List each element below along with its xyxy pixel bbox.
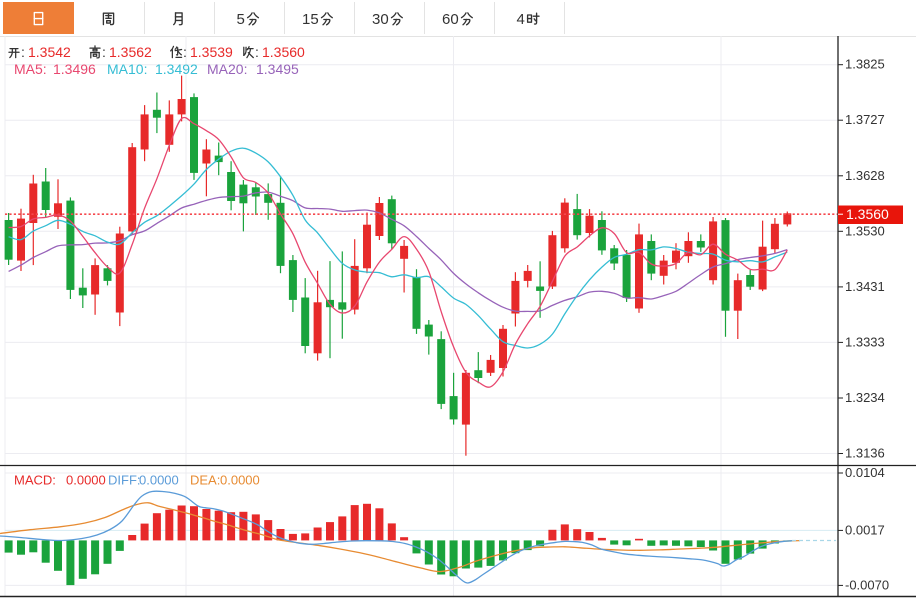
svg-text:0.0000: 0.0000 (139, 473, 179, 488)
svg-text:1.3496: 1.3496 (53, 61, 96, 77)
svg-text:1.3136: 1.3136 (845, 446, 885, 461)
svg-text:15: 15 (302, 11, 319, 28)
svg-text:60: 60 (442, 11, 459, 28)
svg-text::: : (183, 44, 187, 60)
svg-text:30: 30 (372, 11, 389, 28)
svg-text:1.3333: 1.3333 (845, 334, 885, 349)
svg-text:0.0000: 0.0000 (220, 473, 260, 488)
svg-text:0.0000: 0.0000 (66, 473, 106, 488)
svg-text:-0.0070: -0.0070 (845, 577, 889, 592)
svg-text:5: 5 (237, 11, 245, 28)
svg-text:1.3562: 1.3562 (109, 44, 152, 60)
svg-text:1.3825: 1.3825 (845, 57, 885, 72)
svg-text:MA5:: MA5: (14, 61, 47, 77)
svg-text:MACD:: MACD: (14, 473, 56, 488)
svg-text:1.3560: 1.3560 (846, 206, 889, 222)
svg-text:0.0017: 0.0017 (845, 522, 885, 537)
svg-text:MA10:: MA10: (107, 61, 147, 77)
svg-text:1.3234: 1.3234 (845, 390, 885, 405)
svg-text::: : (21, 44, 25, 60)
svg-text:1.3727: 1.3727 (845, 112, 885, 127)
svg-text:1.3560: 1.3560 (262, 44, 305, 60)
svg-text:0.0104: 0.0104 (845, 465, 885, 480)
svg-text:MA20:: MA20: (207, 61, 247, 77)
svg-text:1.3628: 1.3628 (845, 168, 885, 183)
svg-text:1.3542: 1.3542 (28, 44, 71, 60)
svg-text::: : (102, 44, 106, 60)
svg-text:1.3492: 1.3492 (155, 61, 198, 77)
svg-text:DEA:: DEA: (190, 473, 220, 488)
svg-text:4: 4 (517, 11, 525, 28)
svg-text:DIFF:: DIFF: (108, 473, 141, 488)
svg-text:1.3539: 1.3539 (190, 44, 233, 60)
svg-text::: : (255, 44, 259, 60)
svg-text:1.3530: 1.3530 (845, 223, 885, 238)
svg-text:1.3431: 1.3431 (845, 279, 885, 294)
svg-text:1.3495: 1.3495 (256, 61, 299, 77)
